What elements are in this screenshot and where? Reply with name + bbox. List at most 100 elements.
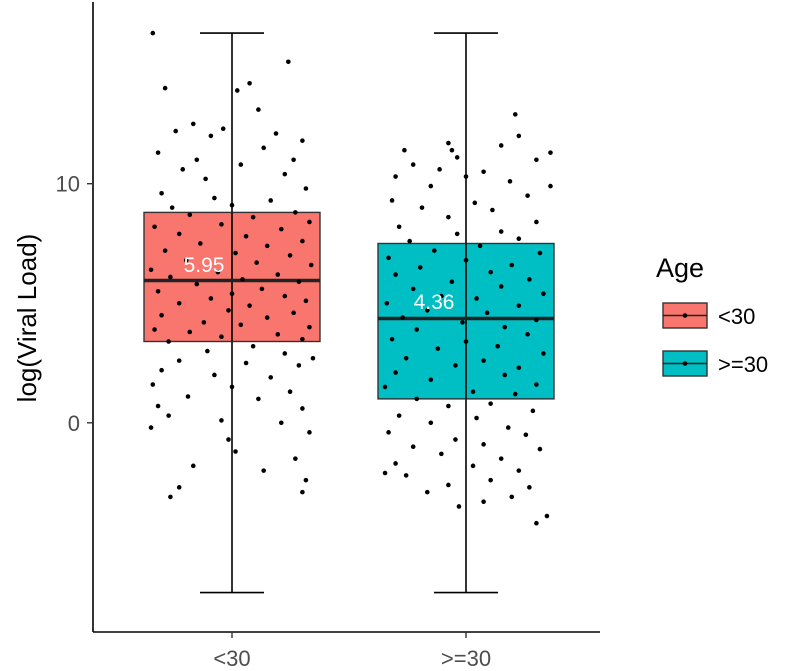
data-point [534,157,539,163]
data-point [293,456,298,461]
data-point [226,308,231,313]
data-point [502,324,508,330]
data-point [229,291,235,296]
data-point [463,257,469,263]
data-point [456,504,462,509]
boxes-layer [143,32,555,594]
data-point [537,250,543,256]
data-point [259,286,265,292]
data-point [460,320,465,325]
median-label: 5.95 [184,254,225,277]
data-point [393,461,398,466]
data-point [240,277,245,282]
data-point [419,205,425,210]
data-point [264,243,270,249]
data-point [453,437,458,442]
data-point [410,162,416,167]
data-point [278,420,284,426]
data-point [544,513,550,519]
data-point [512,112,518,117]
data-point [389,336,395,342]
data-point [215,269,221,275]
data-point [166,413,171,418]
data-point [477,243,483,249]
data-point [150,382,156,387]
data-point [463,174,469,179]
data-point [250,214,256,220]
data-point [287,253,293,258]
data-point [212,195,217,201]
data-point [403,355,409,361]
data-point [400,315,405,320]
data-point [203,176,208,182]
data-point [275,272,281,277]
data-point [183,257,189,263]
data-point [261,145,266,151]
data-point [490,207,495,213]
legend-key-point [682,313,688,318]
data-point [180,167,186,172]
data-point [229,202,235,208]
data-point [176,300,182,306]
data-point [208,296,214,301]
data-point [403,473,409,478]
data-point [498,143,504,148]
x-tick-label: >=30 [441,646,491,671]
data-point [238,322,244,328]
data-point [187,329,193,335]
data-point [386,430,391,435]
legend: Age <30 >=30 [656,253,768,377]
data-point [268,198,274,203]
data-point [488,269,493,275]
data-point [256,107,261,112]
data-point [152,224,157,230]
data-point [495,343,500,349]
data-point [310,355,316,361]
y-axis-title: log(Viral Load) [12,234,42,403]
data-point [159,190,164,196]
box-group-lt30 [143,32,321,594]
data-point [176,358,182,363]
data-point [256,396,261,402]
data-point [446,140,451,146]
data-point [481,442,486,447]
data-point [190,463,196,469]
data-point [229,384,235,390]
data-point [446,214,451,220]
data-point [516,303,522,308]
data-point [293,210,298,215]
data-point [509,494,515,500]
data-point [437,167,442,172]
data-point [534,382,539,387]
data-point [152,327,157,332]
data-point [424,489,430,495]
data-point [173,128,178,134]
data-point [291,310,296,316]
data-point [548,150,553,155]
data-point [435,346,441,351]
data-point [534,317,539,323]
data-point [307,430,312,435]
data-point [439,293,444,299]
data-point [212,372,217,378]
data-point [234,88,240,93]
data-point [527,485,532,490]
data-point [393,272,398,277]
data-point [414,396,420,402]
legend-title: Age [656,253,704,283]
data-point [300,336,305,342]
data-point [233,250,238,256]
data-point [282,293,288,299]
data-point [525,193,530,198]
legend-label: <30 [718,304,755,329]
legend-key-point [682,361,688,366]
data-point [428,377,434,383]
data-point [417,265,423,270]
data-point [148,267,154,273]
data-point [155,150,161,155]
data-point [446,403,451,409]
data-point [296,363,302,368]
data-point [512,391,518,397]
data-point [208,133,214,139]
